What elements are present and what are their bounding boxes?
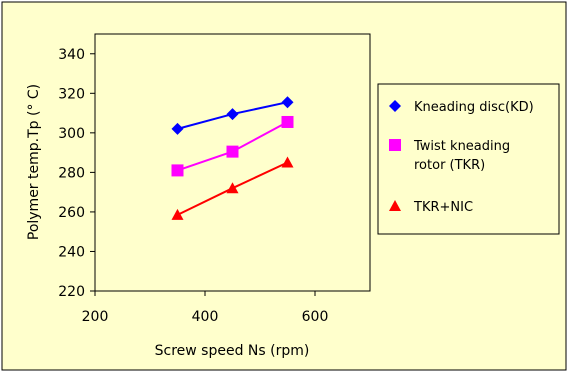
- legend-marker: [389, 139, 401, 151]
- legend-marker: [389, 200, 401, 211]
- x-axis-label: Screw speed Ns (rpm): [155, 343, 310, 359]
- y-tick-label: 220: [58, 284, 85, 300]
- data-point: [171, 164, 184, 177]
- data-point: [226, 182, 239, 194]
- y-tick-label: 280: [58, 165, 85, 181]
- data-point: [226, 145, 239, 158]
- x-axis: 200 400 600: [82, 291, 329, 325]
- y-tick-label: 240: [58, 244, 85, 260]
- legend-entries: Kneading disc(KD) Twist kneading rotor (TK…: [389, 100, 534, 215]
- legend-label: Twist kneading: [413, 139, 510, 154]
- legend-label: TKR+NIC: [413, 200, 473, 215]
- series-2: [171, 156, 294, 220]
- plot-series: [171, 96, 294, 220]
- y-axis: 220 240 260 280 300 320 340: [58, 47, 95, 300]
- x-tick-label: 600: [302, 309, 329, 325]
- data-point: [281, 115, 294, 128]
- legend: [377, 83, 560, 235]
- legend-marker: [389, 100, 401, 112]
- y-tick-label: 300: [58, 126, 85, 142]
- legend-label: Kneading disc(KD): [414, 100, 534, 115]
- series-1: [171, 115, 294, 177]
- legend-entry: Twist kneading rotor (TKR): [389, 139, 510, 173]
- plot-area: [94, 33, 371, 292]
- data-point: [171, 208, 184, 220]
- data-point: [281, 156, 294, 168]
- x-tick-label: 400: [192, 309, 219, 325]
- y-tick-label: 260: [58, 205, 85, 221]
- data-point: [281, 96, 294, 109]
- legend-entry: Kneading disc(KD): [389, 100, 534, 115]
- y-axis-label: Polymer temp.Tp (° C): [26, 84, 42, 240]
- data-point: [171, 122, 184, 135]
- legend-entry: TKR+NIC: [389, 200, 473, 215]
- data-point: [226, 108, 239, 121]
- series-0: [171, 96, 294, 135]
- y-tick-label: 340: [58, 47, 85, 63]
- legend-label: rotor (TKR): [414, 158, 485, 173]
- y-tick-label: 320: [58, 86, 85, 102]
- x-tick-label: 200: [82, 309, 109, 325]
